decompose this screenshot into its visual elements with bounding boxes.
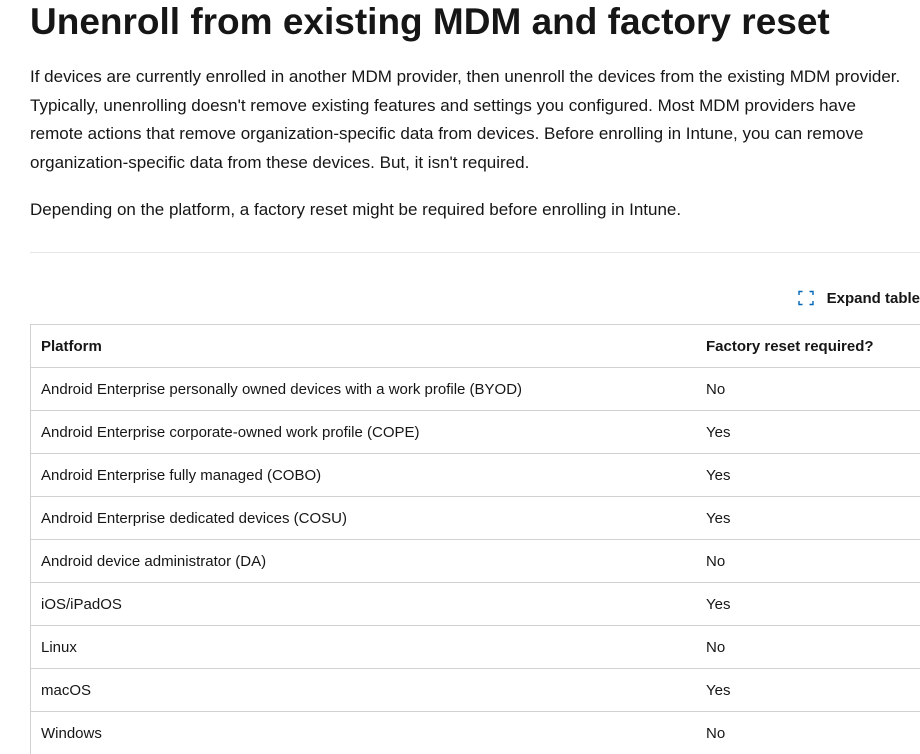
reset-required-cell: Yes	[696, 669, 920, 712]
expand-table-label: Expand table	[827, 290, 920, 307]
reset-required-cell: Yes	[696, 497, 920, 540]
platform-cell: Linux	[31, 626, 697, 669]
intro-paragraph: If devices are currently enrolled in ano…	[30, 63, 910, 177]
table-row: Android Enterprise corporate-owned work …	[31, 411, 920, 454]
table-row: Linux No	[31, 626, 920, 669]
platform-cell: iOS/iPadOS	[31, 583, 697, 626]
table-row: iOS/iPadOS Yes	[31, 583, 920, 626]
platform-cell: Android device administrator (DA)	[31, 540, 697, 583]
table-row: Android Enterprise personally owned devi…	[31, 368, 920, 411]
table-row: macOS Yes	[31, 669, 920, 712]
page-title: Unenroll from existing MDM and factory r…	[30, 0, 830, 44]
platform-reset-table: Platform Factory reset required? Android…	[30, 324, 920, 754]
reset-required-cell: Yes	[696, 411, 920, 454]
reset-required-cell: No	[696, 626, 920, 669]
expand-table-button[interactable]: Expand table	[798, 285, 920, 311]
section-divider	[30, 252, 920, 253]
header-factory-reset: Factory reset required?	[696, 325, 920, 368]
table-header-row: Platform Factory reset required?	[31, 325, 920, 368]
platform-cell: macOS	[31, 669, 697, 712]
expand-icon	[798, 290, 814, 306]
platform-cell: Android Enterprise dedicated devices (CO…	[31, 497, 697, 540]
platform-cell: Android Enterprise corporate-owned work …	[31, 411, 697, 454]
reset-required-cell: No	[696, 368, 920, 411]
table-row: Android device administrator (DA) No	[31, 540, 920, 583]
reset-required-cell: No	[696, 540, 920, 583]
reset-required-cell: Yes	[696, 583, 920, 626]
platform-cell: Android Enterprise personally owned devi…	[31, 368, 697, 411]
table-row: Android Enterprise dedicated devices (CO…	[31, 497, 920, 540]
platform-cell: Android Enterprise fully managed (COBO)	[31, 454, 697, 497]
header-platform: Platform	[31, 325, 697, 368]
reset-required-cell: Yes	[696, 454, 920, 497]
factory-reset-paragraph: Depending on the platform, a factory res…	[30, 196, 910, 225]
table-row: Android Enterprise fully managed (COBO) …	[31, 454, 920, 497]
